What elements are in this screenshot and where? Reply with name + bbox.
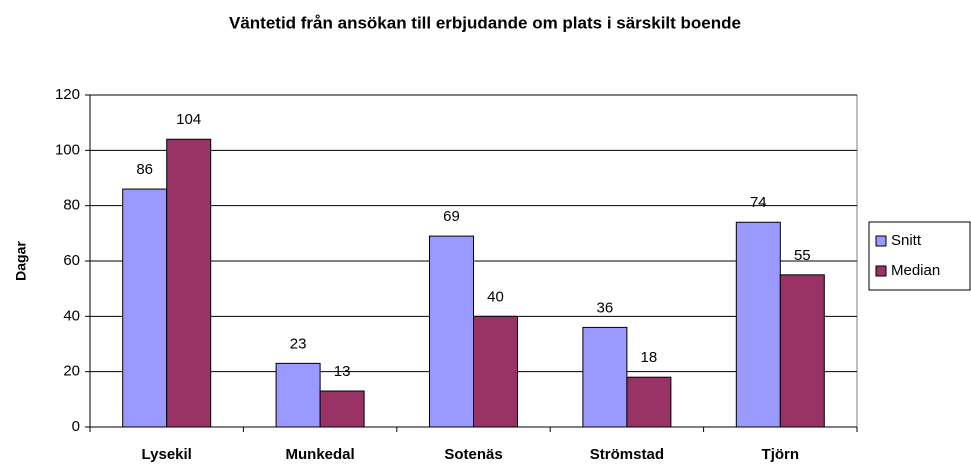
- legend-swatch: [875, 235, 887, 247]
- data-label: 36: [597, 299, 614, 316]
- bar: [582, 326, 628, 428]
- y-tick-label: 80: [63, 197, 80, 214]
- y-tick-label: 100: [55, 141, 80, 158]
- legend-label: Snitt: [891, 232, 922, 249]
- bar: [166, 138, 212, 428]
- chart-title: Väntetid från ansökan till erbjudande om…: [229, 13, 741, 32]
- x-tick-label: Tjörn: [762, 446, 800, 463]
- bar: [122, 188, 168, 428]
- data-label: 13: [334, 363, 351, 380]
- bar: [779, 274, 825, 428]
- data-label: 86: [136, 161, 153, 178]
- x-tick-label: Lysekil: [142, 446, 192, 463]
- x-tick-label: Munkedal: [286, 446, 355, 463]
- bar: [473, 315, 518, 428]
- y-tick-label: 0: [72, 418, 80, 435]
- legend-box: [868, 221, 971, 291]
- data-label: 55: [794, 247, 811, 264]
- legend-swatch: [875, 265, 887, 277]
- bar: [319, 390, 365, 428]
- y-axis-label: Dagar: [13, 241, 29, 281]
- data-label: 104: [176, 111, 201, 128]
- data-label: 69: [443, 208, 460, 225]
- legend-label: Median: [891, 262, 940, 279]
- x-tick-label: Strömstad: [590, 446, 664, 463]
- data-label: 18: [641, 349, 658, 366]
- data-label: 74: [750, 194, 767, 211]
- bar: [735, 221, 781, 428]
- y-tick-label: 20: [63, 363, 80, 380]
- x-tick-label: Sotenäs: [444, 446, 502, 463]
- y-tick-label: 40: [63, 307, 80, 324]
- bar: [429, 235, 474, 428]
- bar: [626, 376, 672, 428]
- data-label: 40: [487, 288, 504, 305]
- y-tick-label: 120: [55, 86, 80, 103]
- bar: [275, 362, 321, 428]
- data-label: 23: [290, 335, 307, 352]
- y-tick-label: 60: [63, 252, 80, 269]
